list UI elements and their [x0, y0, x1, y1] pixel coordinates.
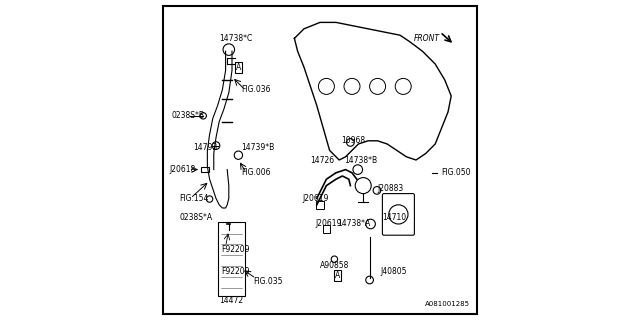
Text: 14726: 14726 [310, 156, 335, 164]
Text: J20619: J20619 [302, 194, 329, 203]
Text: 14739*B: 14739*B [242, 143, 275, 152]
Text: 14738*C: 14738*C [219, 34, 252, 43]
Text: 0238S*B: 0238S*B [172, 111, 204, 120]
Text: A90858: A90858 [320, 261, 349, 270]
Text: F92209: F92209 [221, 245, 250, 254]
Text: J20618: J20618 [169, 165, 195, 174]
Text: FIG.154: FIG.154 [179, 194, 209, 203]
Text: 14793: 14793 [193, 143, 218, 152]
Text: 0238S*A: 0238S*A [179, 213, 212, 222]
Text: 14472: 14472 [219, 296, 243, 305]
Text: J20883: J20883 [378, 184, 404, 193]
Text: F92209: F92209 [221, 268, 250, 276]
Text: 14738*A: 14738*A [338, 220, 371, 228]
Text: 14738*B: 14738*B [344, 156, 377, 164]
Text: A081001285: A081001285 [426, 301, 470, 307]
Text: A: A [335, 271, 340, 280]
FancyBboxPatch shape [323, 225, 330, 233]
Text: 14710: 14710 [383, 213, 406, 222]
Text: FIG.050: FIG.050 [442, 168, 471, 177]
FancyBboxPatch shape [163, 6, 477, 314]
FancyBboxPatch shape [383, 194, 415, 235]
Text: FIG.035: FIG.035 [253, 277, 282, 286]
Text: A: A [236, 63, 241, 72]
Text: J20619: J20619 [315, 220, 342, 228]
Text: J40805: J40805 [381, 268, 407, 276]
FancyBboxPatch shape [201, 167, 209, 172]
Text: FIG.006: FIG.006 [242, 168, 271, 177]
Text: FRONT: FRONT [414, 34, 440, 43]
FancyBboxPatch shape [218, 222, 245, 296]
Text: 10968: 10968 [340, 136, 365, 145]
FancyBboxPatch shape [316, 201, 324, 209]
Text: FIG.036: FIG.036 [242, 85, 271, 94]
